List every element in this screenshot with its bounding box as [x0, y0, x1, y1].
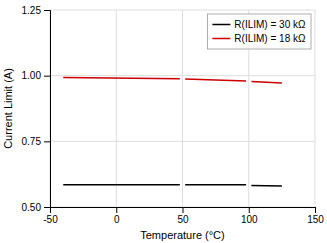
grid-line-y	[50, 75, 315, 76]
tick: 50	[177, 207, 189, 225]
plot: -50 0 50 100 150 0.50 0.75 1.00 1.25 R(ILIM) = 30…	[22, 5, 325, 225]
x-axis: -50 0 50 100 150	[43, 207, 324, 225]
tick: 0.50	[22, 202, 50, 213]
tick-mark	[44, 141, 50, 142]
grid-line-x	[315, 10, 316, 207]
tick-label: 150	[307, 214, 324, 225]
legend-item: R(ILIM) = 30 kΩ	[212, 19, 306, 30]
tick-mark	[44, 76, 50, 77]
grid-line-y	[50, 10, 315, 11]
legend-label: R(ILIM) = 18 kΩ	[234, 33, 306, 44]
legend-swatch	[212, 38, 230, 40]
tick-label: 1.25	[22, 5, 42, 16]
tick-mark	[315, 207, 316, 213]
tick-label: 0.75	[22, 136, 42, 147]
tick-label: 1.00	[22, 70, 42, 81]
legend-item: R(ILIM) = 18 kΩ	[212, 33, 306, 44]
tick-label: -50	[43, 214, 58, 225]
tick: 0.75	[22, 136, 50, 147]
series-line	[63, 78, 282, 84]
tick-mark	[116, 207, 117, 213]
tick-mark	[44, 10, 50, 11]
tick: 100	[241, 207, 258, 225]
tick: 1.00	[22, 70, 50, 81]
legend-swatch	[212, 24, 230, 26]
tick: 1.25	[22, 5, 50, 16]
x-axis-title: Temperature (°C)	[140, 229, 224, 241]
legend: R(ILIM) = 30 kΩ R(ILIM) = 18 kΩ	[207, 14, 311, 49]
tick-label: 0.50	[22, 202, 42, 213]
legend-label: R(ILIM) = 30 kΩ	[234, 19, 306, 30]
axis-line	[44, 11, 51, 208]
tick: -50	[43, 207, 58, 225]
axis-line	[51, 208, 316, 214]
tick-mark	[249, 207, 250, 213]
grid-line-x	[182, 10, 183, 207]
grid-line-y	[50, 141, 315, 142]
grid-line-x	[116, 10, 117, 207]
tick: 0	[114, 207, 120, 225]
chart: -50 0 50 100 150 0.50 0.75 1.00 1.25 R(ILIM) = 30…	[0, 0, 327, 243]
lines	[63, 78, 282, 186]
tick-mark	[44, 207, 50, 208]
legend-box	[207, 14, 311, 49]
y-axis-title: Current Limit (A)	[2, 68, 14, 149]
tick-label: 0	[114, 214, 120, 225]
tick-label: 50	[177, 214, 189, 225]
tick-mark	[183, 207, 184, 213]
y-axis: 0.50 0.75 1.00 1.25	[22, 5, 51, 213]
series-line	[63, 185, 282, 186]
tick: 150	[307, 207, 324, 225]
grid	[50, 10, 315, 207]
tick-label: 100	[241, 214, 258, 225]
